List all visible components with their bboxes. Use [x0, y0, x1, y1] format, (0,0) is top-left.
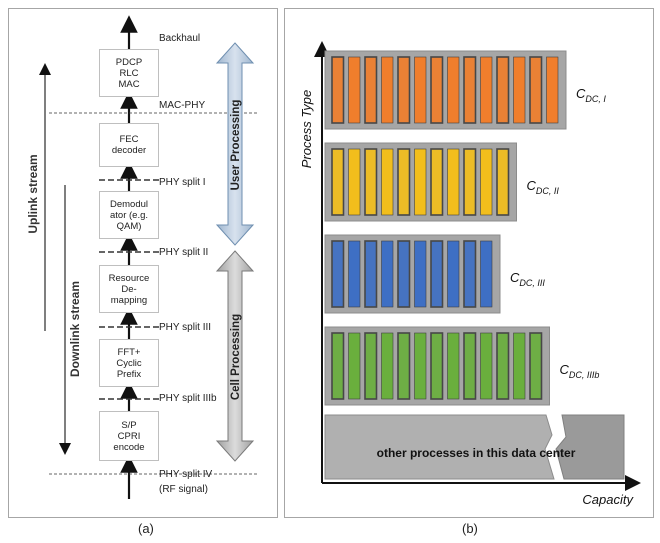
- bar-label-2: CDC, III: [510, 270, 545, 288]
- bar-unit-1-6: [430, 148, 444, 216]
- bar-unit-1-5: [414, 148, 427, 216]
- bar-unit-1-1: [348, 148, 361, 216]
- bar-unit-0-13: [546, 56, 559, 124]
- bar-unit-2-9: [480, 240, 493, 308]
- bar-unit-3-4: [397, 332, 411, 400]
- bar-unit-3-5: [414, 332, 427, 400]
- split-label-phy-ii: PHY split II: [159, 247, 209, 258]
- other-processes-bar: [324, 414, 555, 480]
- bar-unit-2-4: [397, 240, 411, 308]
- block-sp-cpri-encode: S/P CPRI encode: [99, 411, 159, 461]
- split-label-phy-iii: PHY split III: [159, 322, 212, 333]
- bar-unit-1-7: [447, 148, 460, 216]
- bar-unit-2-2: [364, 240, 378, 308]
- bar-unit-2-3: [381, 240, 394, 308]
- bar-label-0: CDC, I: [576, 86, 606, 104]
- bar-unit-0-9: [480, 56, 493, 124]
- other-processes-bar-tail: [555, 414, 625, 480]
- split-label-phy-iv: PHY split IV: [159, 469, 213, 480]
- x-axis-label: Capacity: [582, 492, 634, 507]
- bar-label-sub-2: DC, III: [519, 278, 545, 288]
- panel-b: Process Type Capacity CDC, I CDC, II CDC, II…: [284, 8, 654, 518]
- bar-unit-2-8: [463, 240, 477, 308]
- split-label-phy-iiib: PHY split IIIb: [159, 393, 217, 404]
- bar-unit-0-0: [331, 56, 345, 124]
- split-label-rf-signal: (RF signal): [159, 484, 208, 495]
- bar-unit-2-6: [430, 240, 444, 308]
- panel-a-arrows: Uplink stream Downlink stream User Process…: [26, 15, 259, 499]
- block-resource-demapping: Resource De- mapping: [99, 265, 159, 313]
- cell-processing-label: Cell Processing: [230, 314, 242, 400]
- bar-unit-0-3: [381, 56, 394, 124]
- bar-unit-0-6: [430, 56, 444, 124]
- block-pdcp-rlc-mac: PDCP RLC MAC: [99, 49, 159, 97]
- bar-unit-0-1: [348, 56, 361, 124]
- caption-b: (b): [462, 521, 478, 536]
- split-label-backhaul: Backhaul: [159, 33, 201, 44]
- bar-unit-3-7: [447, 332, 460, 400]
- bar-unit-3-9: [480, 332, 493, 400]
- bar-unit-0-12: [529, 56, 543, 124]
- bar-label-3: CDC, IIIb: [560, 362, 600, 380]
- bar-unit-3-0: [331, 332, 345, 400]
- bar-unit-1-8: [463, 148, 477, 216]
- user-processing-arrow: [215, 42, 255, 246]
- bar-unit-3-11: [513, 332, 526, 400]
- bar-label-sub-0: DC, I: [585, 94, 606, 104]
- bar-label-sub-1: DC, II: [536, 186, 560, 196]
- split-label-phy-i: PHY split I: [159, 177, 206, 188]
- bar-label-1: CDC, II: [527, 178, 560, 196]
- bar-unit-3-3: [381, 332, 394, 400]
- bar-unit-3-8: [463, 332, 477, 400]
- bar-unit-3-6: [430, 332, 444, 400]
- bar-unit-3-2: [364, 332, 378, 400]
- bar-unit-3-1: [348, 332, 361, 400]
- bar-unit-3-10: [496, 332, 510, 400]
- caption-a: (a): [138, 521, 154, 536]
- bar-unit-3-12: [529, 332, 543, 400]
- bar-unit-1-4: [397, 148, 411, 216]
- other-processes-label: other processes in this data center: [377, 446, 576, 460]
- bar-unit-0-10: [496, 56, 510, 124]
- bar-unit-2-5: [414, 240, 427, 308]
- bar-unit-1-2: [364, 148, 378, 216]
- cell-processing-arrow: [215, 250, 255, 462]
- bar-unit-0-8: [463, 56, 477, 124]
- bar-label-sub-3: DC, IIIb: [569, 370, 600, 380]
- block-demodulator: Demodul ator (e.g. QAM): [99, 191, 159, 239]
- split-label-mac-phy: MAC-PHY: [159, 100, 206, 111]
- y-axis-label: Process Type: [299, 90, 314, 169]
- bar-unit-1-10: [496, 148, 510, 216]
- bar-unit-0-4: [397, 56, 411, 124]
- bar-unit-1-9: [480, 148, 493, 216]
- user-processing-label: User Processing: [230, 100, 242, 191]
- uplink-label: Uplink stream: [26, 154, 40, 233]
- bar-unit-2-0: [331, 240, 345, 308]
- downlink-label: Downlink stream: [68, 281, 82, 377]
- bar-unit-0-7: [447, 56, 460, 124]
- block-fft-cyclic-prefix: FFT+ Cyclic Prefix: [99, 339, 159, 387]
- block-fec-decoder: FEC decoder: [99, 123, 159, 167]
- bar-unit-1-3: [381, 148, 394, 216]
- bar-unit-0-2: [364, 56, 378, 124]
- panel-a: Uplink stream Downlink stream User Process…: [8, 8, 278, 518]
- bar-unit-2-1: [348, 240, 361, 308]
- panel-b-chart: Process Type Capacity CDC, I CDC, II CDC, II…: [299, 41, 641, 507]
- bar-unit-0-11: [513, 56, 526, 124]
- bar-unit-0-5: [414, 56, 427, 124]
- bar-unit-2-7: [447, 240, 460, 308]
- bar-unit-1-0: [331, 148, 345, 216]
